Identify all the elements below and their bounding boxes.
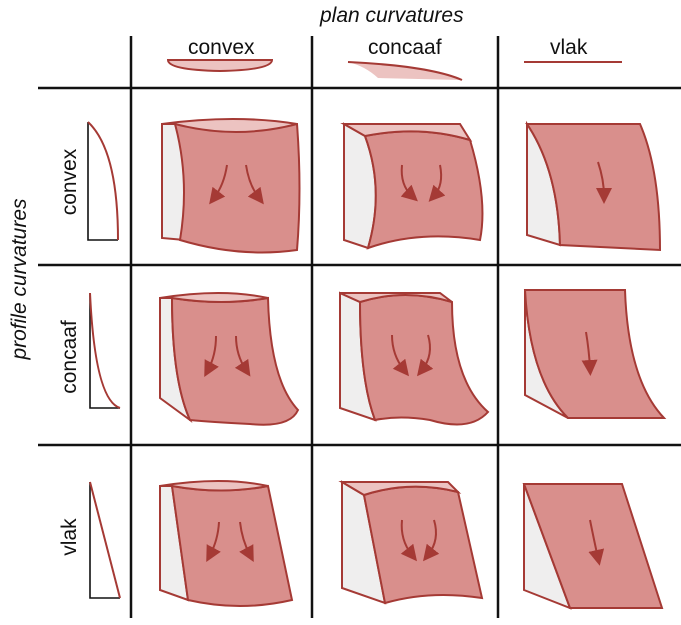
block-convex-convex	[161, 118, 301, 254]
row-label-flat: vlak	[58, 518, 81, 556]
column-label-convex: convex	[188, 36, 255, 59]
block-convex-flat	[525, 120, 662, 252]
block-concave-convex	[159, 292, 300, 426]
block-flat-flat	[522, 483, 664, 610]
row-label-concave: concaaf	[58, 320, 81, 394]
grid-lines	[38, 36, 681, 618]
plan-curvatures-title: plan curvatures	[320, 4, 464, 27]
plan-convex-glyph	[166, 59, 274, 73]
block-flat-convex	[159, 480, 294, 607]
block-concave-flat	[523, 289, 667, 419]
profile-convex-glyph	[87, 121, 119, 241]
block-convex-concave	[340, 122, 484, 250]
profile-flat-glyph	[89, 481, 121, 599]
row-label-convex: convex	[58, 148, 81, 216]
block-concave-concave	[339, 291, 490, 426]
plan-concave-glyph	[347, 61, 463, 81]
column-label-concave: concaaf	[368, 36, 442, 59]
block-flat-concave	[338, 480, 484, 605]
column-label-flat: vlak	[550, 36, 588, 59]
profile-concave-glyph	[89, 292, 121, 409]
profile-curvatures-title: profile curvatures	[8, 198, 31, 360]
